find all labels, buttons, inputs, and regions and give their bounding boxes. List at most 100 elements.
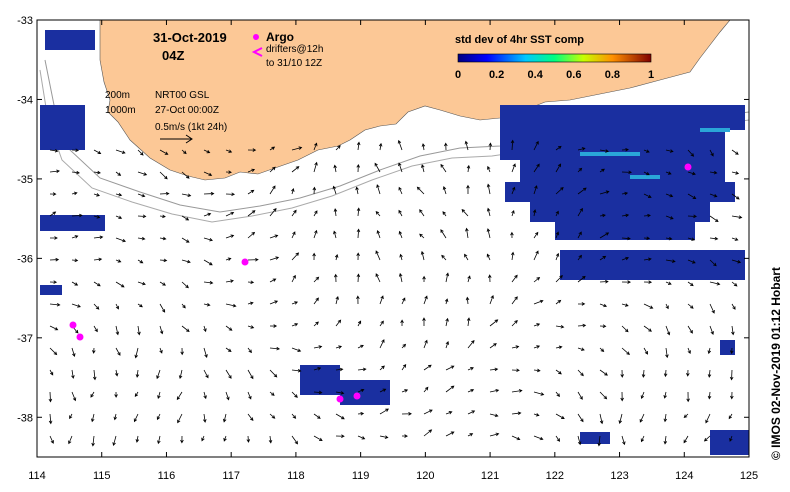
y-axis-labels: -33 -34 -35 -36 -37 -38 xyxy=(17,15,33,424)
current-vector xyxy=(643,257,652,262)
current-vector xyxy=(643,347,649,355)
current-vector xyxy=(291,435,299,445)
current-vector xyxy=(181,237,190,243)
current-vector xyxy=(533,323,541,327)
y-tick-label: -35 xyxy=(17,174,33,186)
current-vector xyxy=(510,251,515,261)
current-vector xyxy=(357,411,365,416)
current-vector xyxy=(643,213,651,218)
x-tick-label: 125 xyxy=(740,470,758,482)
current-vector xyxy=(375,250,381,261)
x-tick-label: 123 xyxy=(610,470,628,482)
current-vector xyxy=(335,367,344,372)
map-time: 04Z xyxy=(162,48,184,63)
current-vector xyxy=(203,149,211,154)
current-vector xyxy=(533,185,538,195)
current-vector xyxy=(533,140,539,151)
current-vector xyxy=(398,272,403,283)
colorbar-title: std dev of 4hr SST comp xyxy=(455,34,584,46)
current-vector xyxy=(687,281,694,287)
current-vector xyxy=(333,273,338,283)
current-vector xyxy=(397,139,403,151)
current-vector xyxy=(663,435,668,445)
current-vector xyxy=(225,170,232,174)
current-vector xyxy=(159,214,166,219)
current-vector xyxy=(621,170,632,175)
plot-frame xyxy=(36,19,750,458)
current-vector xyxy=(686,391,690,403)
current-vector xyxy=(599,413,604,425)
current-vector xyxy=(71,191,78,196)
current-vector xyxy=(379,339,385,349)
current-vector xyxy=(159,303,166,313)
current-vector xyxy=(71,170,80,175)
current-vector xyxy=(511,186,516,195)
current-vector xyxy=(489,343,497,349)
current-vector xyxy=(93,257,103,262)
current-vector xyxy=(379,388,387,393)
current-vector xyxy=(422,317,426,327)
current-vector xyxy=(115,237,126,243)
current-vector xyxy=(555,369,562,375)
current-vector xyxy=(621,347,630,355)
x-axis-labels: 114 115 116 117 118 119 120 121 122 123 124 125 xyxy=(28,470,758,482)
current-vector xyxy=(49,369,54,376)
current-vector xyxy=(49,192,57,196)
current-vector xyxy=(555,163,562,173)
current-vector xyxy=(511,411,522,416)
current-vector xyxy=(269,369,278,378)
current-vector xyxy=(421,143,426,151)
current-vector xyxy=(203,171,213,176)
current-vector xyxy=(313,161,318,173)
x-tick-label: 119 xyxy=(352,470,370,482)
current-vector xyxy=(731,259,742,264)
current-vector xyxy=(71,347,76,357)
current-vector xyxy=(49,211,57,217)
colorbar-tick-label: 0 xyxy=(455,69,461,81)
current-vector xyxy=(376,184,381,195)
current-vector xyxy=(137,281,146,286)
current-vector xyxy=(156,413,161,421)
current-vector xyxy=(731,193,740,200)
current-vector xyxy=(621,213,630,218)
current-vector xyxy=(555,435,561,442)
current-vector xyxy=(533,163,540,173)
current-vector xyxy=(445,365,455,371)
current-vector xyxy=(665,325,671,336)
current-vector xyxy=(489,294,494,305)
current-vector xyxy=(313,345,323,349)
current-vector xyxy=(356,141,361,151)
current-vector xyxy=(176,391,183,401)
colorbar-ticks: 0 0.2 0.4 0.6 0.8 1 xyxy=(455,69,654,81)
current-vector xyxy=(114,369,119,377)
x-tick-label: 114 xyxy=(28,470,46,482)
current-vector xyxy=(533,250,539,261)
current-vector xyxy=(223,435,227,442)
current-vector xyxy=(135,435,140,443)
current-vector xyxy=(399,253,403,261)
current-vector xyxy=(313,413,321,419)
current-vector xyxy=(137,303,143,308)
current-vector xyxy=(180,347,184,356)
current-vector xyxy=(157,435,161,445)
current-vector xyxy=(401,389,409,393)
current-vector xyxy=(181,281,189,289)
current-vector xyxy=(332,185,337,195)
current-vector xyxy=(533,391,545,396)
current-vector xyxy=(599,232,610,239)
current-vector xyxy=(333,164,337,173)
current-vector xyxy=(398,186,403,195)
current-vector xyxy=(731,281,738,287)
current-vector xyxy=(203,212,212,217)
current-vector xyxy=(92,369,97,381)
current-vector xyxy=(663,391,667,399)
current-vector xyxy=(178,369,183,380)
current-vector xyxy=(313,367,322,371)
current-vector xyxy=(225,279,234,283)
current-vector xyxy=(487,274,492,283)
current-vector xyxy=(291,347,302,352)
current-vector xyxy=(442,211,447,217)
current-vector xyxy=(599,279,609,284)
current-vector xyxy=(374,162,381,173)
current-vector xyxy=(621,435,626,446)
